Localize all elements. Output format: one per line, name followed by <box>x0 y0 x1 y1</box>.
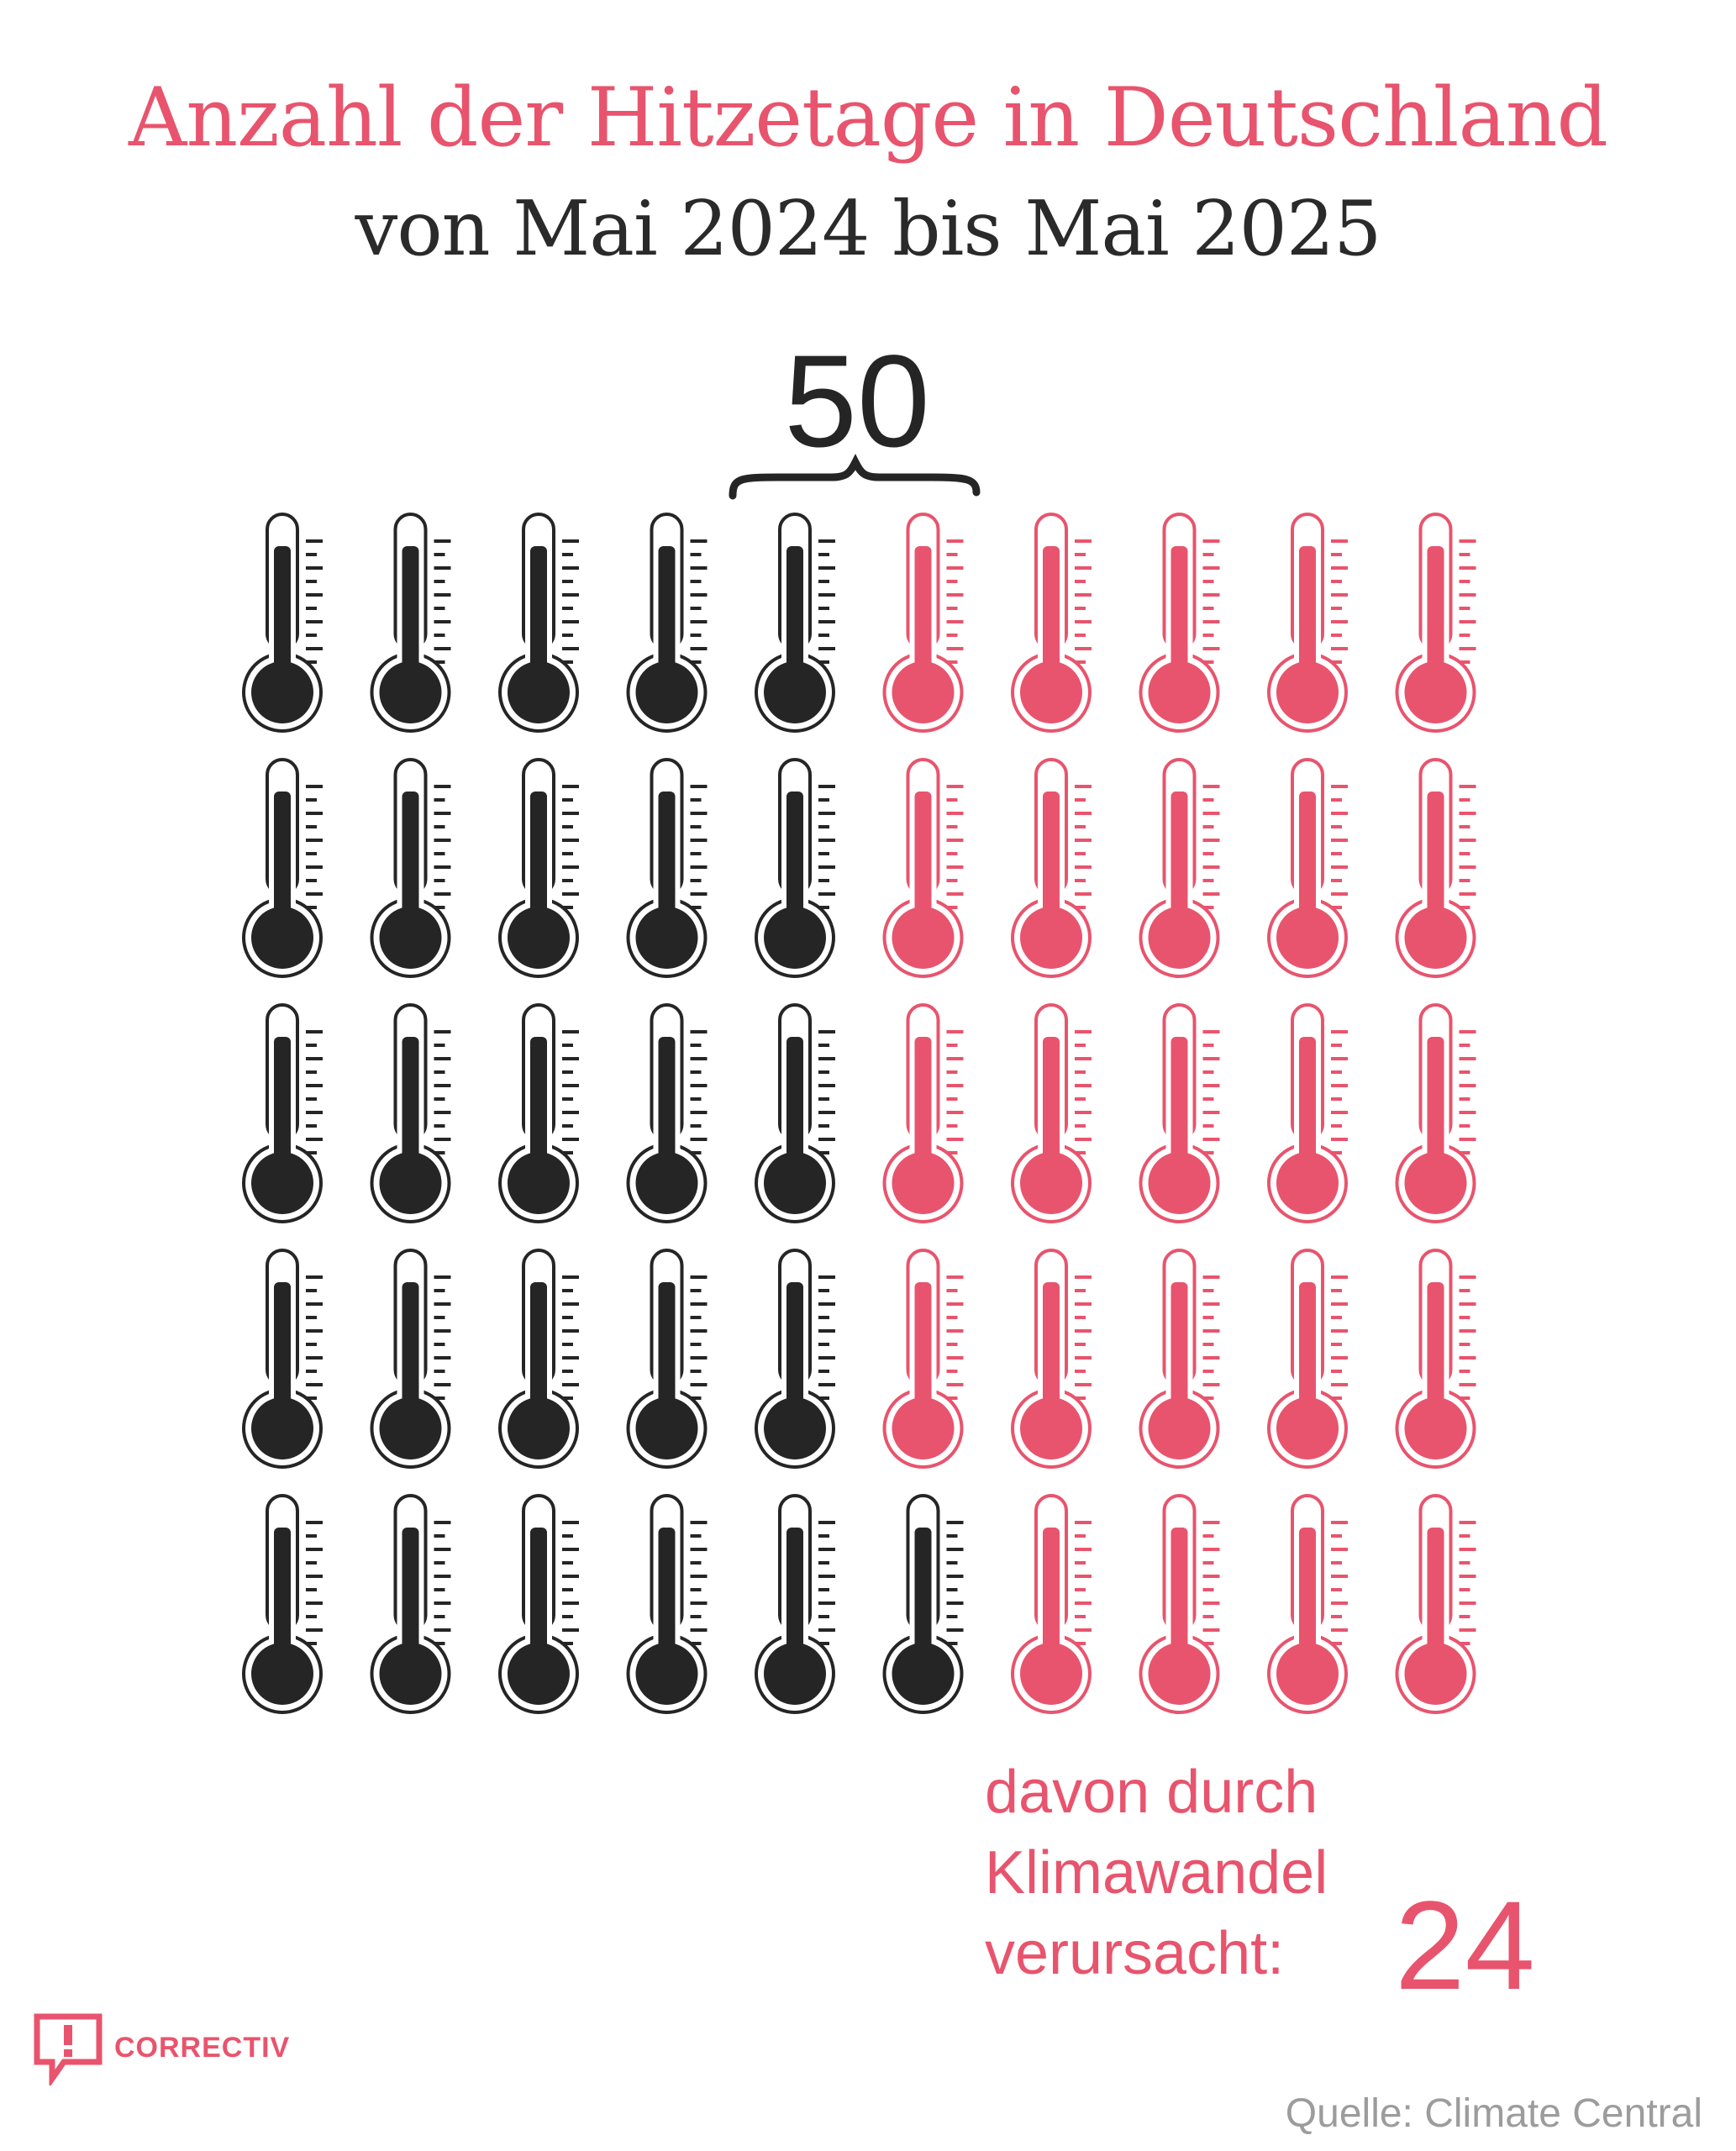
thermometer-icon <box>1395 758 1476 978</box>
correctiv-logo: CORRECTIV <box>30 2010 290 2085</box>
thermometer-icon <box>1139 513 1220 733</box>
thermometer-icon <box>882 513 964 733</box>
source-label: Quelle: Climate Central <box>1285 2091 1702 2136</box>
exclamation-speech-bubble-icon <box>34 2013 103 2085</box>
thermometer-icon <box>370 513 451 733</box>
thermometer-icon <box>370 758 451 978</box>
thermometer-icon <box>882 758 964 978</box>
thermometer-icon <box>755 758 835 978</box>
thermometer-icon <box>498 758 579 978</box>
note-line-1: davon durch <box>985 1759 1318 1826</box>
thermometer-icon <box>1267 1494 1348 1714</box>
thermometer-icon <box>626 1494 708 1714</box>
thermometer-icon <box>370 1003 451 1223</box>
thermometer-icon <box>1011 1003 1092 1223</box>
thermometer-icon <box>1395 1003 1476 1223</box>
chart-subtitle: von Mai 2024 bis Mai 2025 <box>355 185 1382 273</box>
thermometer-icon <box>370 1249 451 1469</box>
thermometer-icon <box>242 758 323 978</box>
thermometer-icon <box>755 1249 835 1469</box>
thermometer-icon <box>626 758 708 978</box>
thermometer-icon <box>1011 1494 1092 1714</box>
thermometer-icon <box>1267 513 1348 733</box>
thermometer-icon <box>498 1494 579 1714</box>
thermometer-icon <box>1395 513 1476 733</box>
thermometer-icon <box>1395 1249 1476 1469</box>
thermometer-icon <box>755 513 835 733</box>
thermometer-icon <box>1267 1249 1348 1469</box>
thermometer-icon <box>626 1003 708 1223</box>
thermometer-icon <box>242 1003 323 1223</box>
thermometer-icon <box>498 1249 579 1469</box>
thermometer-icon <box>1139 1003 1220 1223</box>
thermometer-icon <box>1139 1249 1220 1469</box>
thermometer-icon <box>1395 1494 1476 1714</box>
logo-text: CORRECTIV <box>114 2031 291 2064</box>
thermometer-icon <box>1011 1249 1092 1469</box>
thermometer-icon <box>882 1003 964 1223</box>
thermometer-icon <box>755 1003 835 1223</box>
thermometer-icon <box>1267 758 1348 978</box>
total-value-label: 50 <box>784 329 930 475</box>
climate-change-value: 24 <box>1395 1875 1535 2016</box>
thermometer-icon <box>882 1494 964 1714</box>
thermometer-icon <box>242 1494 323 1714</box>
thermometer-icon <box>242 513 323 733</box>
thermometer-icon <box>370 1494 451 1714</box>
note-line-3: verursacht: <box>985 1920 1285 1987</box>
thermometer-icon <box>1011 758 1092 978</box>
climate-change-note: davon durch Klimawandel verursacht: <box>985 1752 1328 1994</box>
thermometer-icon <box>626 1249 708 1469</box>
thermometer-icon <box>1011 513 1092 733</box>
thermometer-icon <box>498 1003 579 1223</box>
thermometer-icon <box>1139 1494 1220 1714</box>
thermometer-icon <box>498 513 579 733</box>
chart-title: Anzahl der Hitzetage in Deutschland <box>129 71 1608 165</box>
thermometer-icon <box>242 1249 323 1469</box>
thermometer-icon <box>882 1249 964 1469</box>
note-line-2: Klimawandel <box>985 1839 1328 1906</box>
thermometer-icon <box>755 1494 835 1714</box>
thermometer-icon <box>1267 1003 1348 1223</box>
total-brace <box>729 453 981 500</box>
thermometer-icon <box>1139 758 1220 978</box>
thermometer-icon <box>626 513 708 733</box>
